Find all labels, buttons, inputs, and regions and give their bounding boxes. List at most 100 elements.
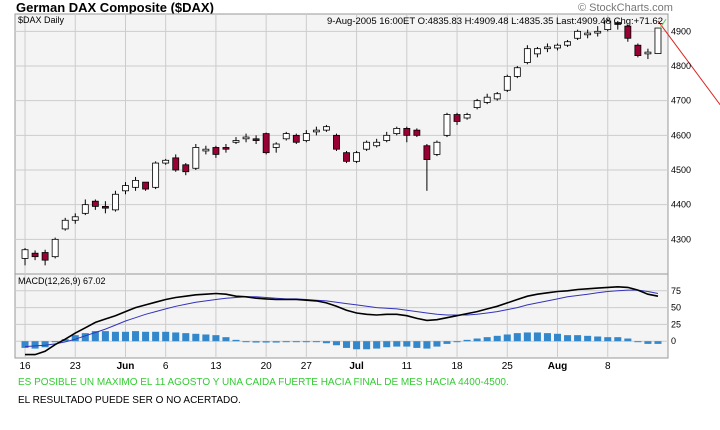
macd-histogram-bar [343, 341, 351, 348]
last-price-marker [659, 18, 667, 29]
candle [81, 199, 89, 216]
candle [302, 130, 310, 143]
candle [463, 112, 471, 120]
macd-histogram-bar [433, 341, 441, 347]
macd-histogram-bar [51, 341, 59, 343]
macd-histogram-bar [61, 339, 69, 342]
chart-title: German DAX Composite ($DAX) [16, 0, 214, 15]
candle [323, 124, 330, 132]
candle [182, 163, 190, 176]
macd-histogram-bar [463, 339, 471, 342]
candle [272, 142, 280, 153]
candle [604, 19, 612, 32]
macd-histogram-bar [132, 331, 140, 342]
candle [513, 66, 521, 79]
candle [654, 27, 662, 54]
x-tick-label: 18 [451, 361, 463, 372]
macd-histogram-bar [322, 341, 330, 344]
candle [162, 158, 170, 165]
label-layer: 4300 4400 4500 4600 4700 4800 4900 0 25 50 75 16 23 J… [19, 26, 691, 372]
macd-histogram-bar [101, 331, 109, 342]
macd-histogram-bar [121, 331, 130, 342]
macd-histogram-bar [584, 335, 592, 342]
macd-histogram-bar [242, 341, 250, 343]
x-tick-label: Jul [349, 361, 364, 372]
macd-histogram-bar [543, 333, 551, 342]
x-tick-label: 8 [605, 361, 611, 372]
candle [353, 150, 360, 164]
macd-histogram-bar [202, 334, 210, 342]
candle [142, 181, 149, 191]
candle [312, 126, 320, 136]
candle [132, 176, 139, 191]
x-tick-label: 23 [70, 361, 82, 372]
x-tick-label: Aug [548, 361, 567, 372]
candle [564, 40, 571, 47]
macd-histogram-bar [473, 338, 481, 342]
x-tick-label: 27 [301, 361, 313, 372]
candle [473, 98, 481, 110]
price-tick-label: 4600 [671, 130, 691, 140]
candle [292, 133, 300, 144]
candle [252, 135, 260, 144]
macd-histogram-bar [252, 341, 260, 343]
candle [91, 199, 99, 210]
macd-histogram-bar [31, 341, 39, 349]
macd-histogram-bar [604, 337, 612, 342]
macd-histogram-bar [172, 332, 180, 342]
macd-histogram-bar [312, 341, 320, 343]
macd-layer [21, 285, 662, 356]
macd-histogram-bar [453, 341, 461, 343]
macd-histogram-bar [71, 335, 79, 342]
macd-histogram-bar [21, 341, 29, 348]
candle [232, 137, 240, 144]
symbol-label: $DAX Daily [18, 15, 65, 25]
candle [172, 154, 180, 172]
macd-histogram-bar [574, 335, 582, 342]
macd-histogram-bar [272, 341, 280, 343]
candle [202, 145, 210, 155]
candle [393, 126, 401, 136]
candle [534, 46, 541, 58]
candle [192, 144, 200, 170]
candle [584, 29, 592, 39]
x-tick-label: 13 [210, 361, 222, 372]
candle [493, 92, 501, 101]
candle [242, 133, 250, 143]
candle [443, 112, 451, 138]
macd-histogram-bar [111, 331, 119, 342]
x-tick-label: Jun [117, 361, 135, 372]
price-tick-label: 4700 [671, 96, 691, 106]
price-panel [14, 13, 669, 275]
candle [222, 144, 230, 153]
macd-histogram-bar [292, 341, 300, 343]
macd-panel [14, 273, 669, 359]
macd-histogram-bar [262, 341, 270, 343]
candle-layer [21, 18, 720, 266]
macd-histogram-bar [443, 341, 451, 344]
candle [71, 213, 79, 224]
macd-histogram-bar [192, 333, 200, 342]
candle [453, 112, 461, 125]
candle [101, 201, 109, 214]
macd-histogram-bar [142, 331, 150, 342]
candle [31, 250, 39, 261]
grid-layer [15, 14, 668, 358]
price-tick-label: 4800 [671, 61, 691, 71]
macd-tick-label: 25 [671, 319, 681, 329]
candle [644, 48, 652, 60]
price-tick-label: 4900 [671, 26, 691, 36]
annotation-disclaimer: EL RESULTADO PUEDE SER O NO ACERTADO. [18, 395, 241, 406]
candle [594, 26, 602, 37]
macd-histogram-bar [152, 331, 160, 342]
macd-histogram-bar [634, 341, 642, 343]
candle [433, 140, 441, 157]
candle [152, 161, 160, 190]
macd-histogram-bar [222, 337, 230, 342]
macd-histogram-bar [624, 338, 632, 342]
x-tick-label: 11 [402, 361, 413, 372]
annotation-forecast: ES POSIBLE UN MAXIMO EL 11 AGOSTO Y UNA … [18, 377, 509, 388]
macd-histogram-bar [91, 331, 99, 342]
macd-histogram-bar [644, 341, 652, 344]
x-tick-label: 25 [502, 361, 514, 372]
